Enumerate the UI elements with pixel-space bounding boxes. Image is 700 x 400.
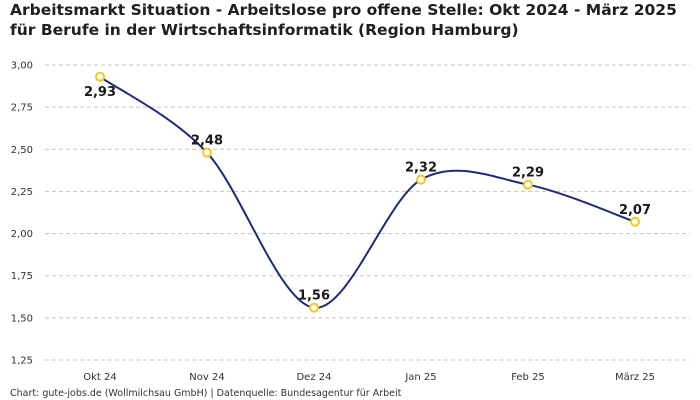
data-points (95, 71, 640, 313)
x-tick-label: März 25 (615, 372, 655, 383)
data-label: 2,93 (84, 85, 116, 100)
data-label: 2,29 (512, 166, 544, 181)
y-tick-label: 2,25 (11, 187, 33, 198)
y-tick-label: 2,50 (11, 145, 33, 156)
data-point (309, 302, 319, 313)
x-tick-label: Dez 24 (296, 372, 331, 383)
y-tick-label: 3,00 (11, 61, 33, 72)
data-label: 1,56 (298, 289, 330, 304)
x-tick-label: Okt 24 (83, 372, 117, 383)
data-point (416, 174, 426, 185)
gridlines (45, 64, 690, 361)
data-point (95, 71, 105, 82)
chart-title: Arbeitsmarkt Situation - Arbeitslose pro… (10, 1, 677, 39)
data-point (523, 179, 533, 190)
data-label: 2,48 (191, 134, 223, 149)
data-point (630, 216, 640, 227)
y-tick-label: 2,75 (11, 103, 33, 114)
x-tick-label: Feb 25 (511, 372, 545, 383)
data-label: 2,32 (405, 161, 437, 176)
data-point (202, 147, 212, 158)
y-tick-label: 2,00 (11, 229, 33, 240)
y-tick-label: 1,25 (11, 356, 33, 367)
x-tick-label: Nov 24 (189, 372, 224, 383)
y-tick-label: 1,75 (11, 271, 33, 282)
y-tick-label: 1,50 (11, 313, 33, 324)
y-axis-ticks: 1,25 1,50 1,75 2,00 2,25 2,50 2,75 3,00 (11, 61, 33, 367)
source-note: Chart: gute-jobs.de (Wollmilchsau GmbH) … (10, 388, 402, 399)
data-labels: 2,93 2,48 1,56 2,32 2,29 2,07 (84, 85, 651, 304)
data-label: 2,07 (619, 203, 651, 218)
x-tick-label: Jan 25 (404, 372, 436, 383)
x-axis-ticks: Okt 24 Nov 24 Dez 24 Jan 25 Feb 25 März 25 (83, 372, 655, 383)
series-line (99, 75, 636, 309)
